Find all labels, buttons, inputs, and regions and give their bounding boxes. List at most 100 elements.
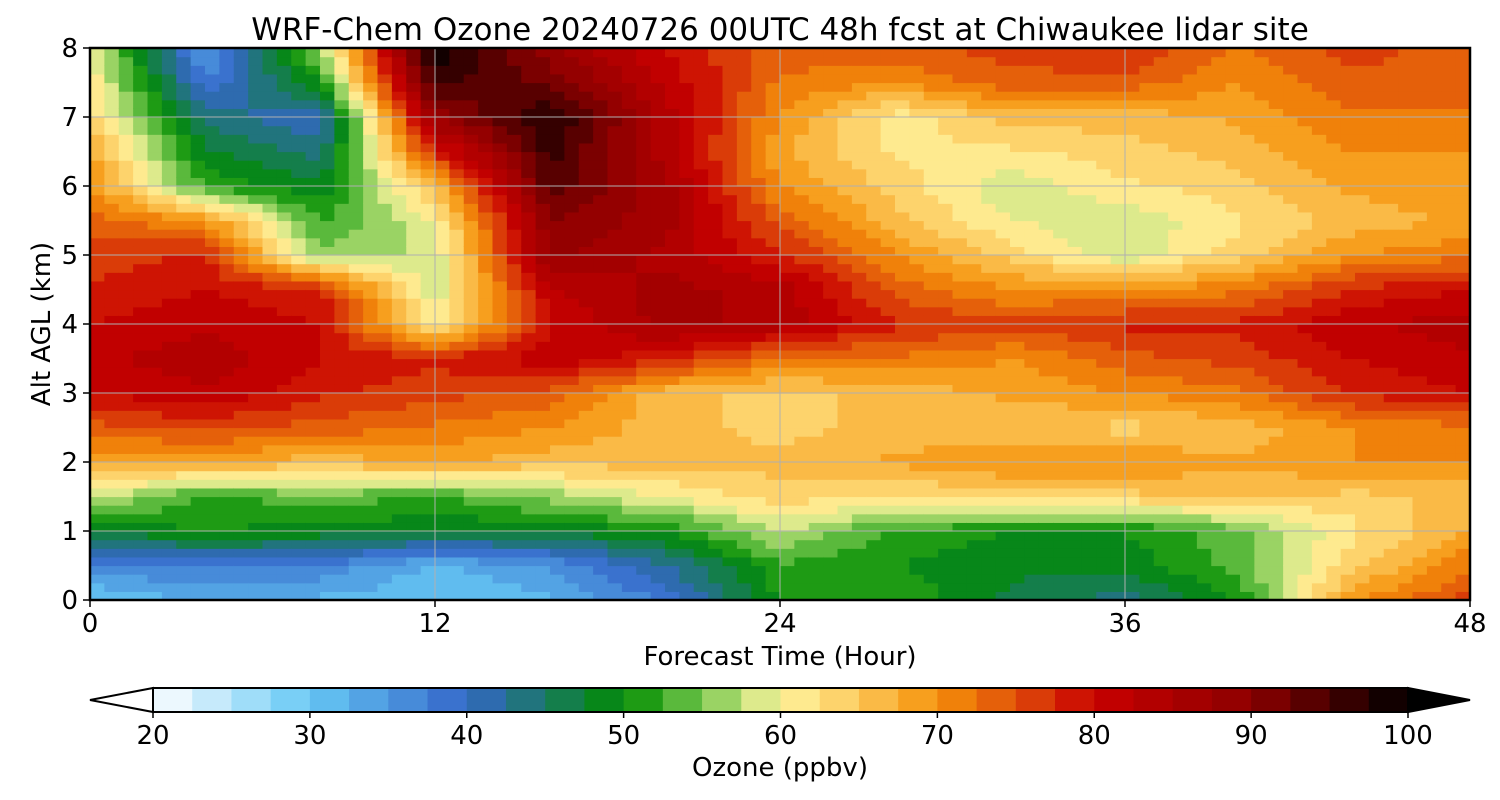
- heatmap-cell: [636, 272, 652, 282]
- heatmap-cell: [219, 56, 235, 66]
- heatmap-cell: [808, 401, 824, 411]
- heatmap-cell: [1139, 565, 1155, 575]
- heatmap-cell: [521, 487, 537, 498]
- heatmap-cell: [391, 117, 407, 127]
- heatmap-cell: [1125, 280, 1140, 291]
- heatmap-cell: [722, 160, 738, 170]
- heatmap-cell: [478, 479, 494, 489]
- heatmap-cell: [1110, 117, 1126, 127]
- heatmap-cell: [334, 117, 350, 127]
- heatmap-cell: [190, 151, 206, 161]
- heatmap-cell: [736, 134, 752, 144]
- heatmap-cell: [161, 255, 177, 265]
- heatmap-cell: [463, 453, 479, 463]
- heatmap-cell: [262, 263, 278, 273]
- heatmap-cell: [823, 65, 839, 75]
- heatmap-cell: [1024, 375, 1040, 385]
- heatmap-cell: [578, 117, 594, 127]
- heatmap-cell: [650, 280, 666, 291]
- heatmap-cell: [377, 341, 393, 351]
- heatmap-cell: [837, 168, 853, 178]
- heatmap-cell: [276, 99, 292, 109]
- heatmap-cell: [1067, 229, 1083, 239]
- heatmap-cell: [1010, 108, 1025, 118]
- heatmap-cell: [535, 539, 551, 549]
- heatmap-cell: [1038, 211, 1054, 222]
- heatmap-cell: [564, 99, 580, 109]
- heatmap-cell: [679, 117, 695, 127]
- heatmap-cell: [176, 65, 192, 75]
- heatmap-cell: [1096, 142, 1112, 153]
- heatmap-cell: [1153, 263, 1169, 273]
- heatmap-cell: [535, 56, 551, 66]
- heatmap-cell: [233, 358, 249, 368]
- heatmap-cell: [1139, 410, 1155, 420]
- heatmap-cell: [1211, 565, 1227, 575]
- heatmap-cell: [938, 574, 954, 584]
- heatmap-cell: [880, 582, 896, 592]
- heatmap-cell: [291, 220, 307, 230]
- heatmap-cell: [765, 220, 781, 230]
- heatmap-cell: [449, 48, 465, 58]
- heatmap-cell: [420, 332, 436, 342]
- heatmap-cell: [1125, 505, 1140, 515]
- heatmap-cell: [1053, 332, 1069, 342]
- heatmap-cell: [535, 505, 551, 515]
- heatmap-cell: [722, 280, 738, 291]
- heatmap-cell: [435, 194, 450, 204]
- heatmap-cell: [291, 151, 307, 161]
- heatmap-cell: [449, 496, 465, 506]
- heatmap-cell: [118, 582, 134, 592]
- heatmap-cell: [866, 427, 882, 437]
- heatmap-cell: [679, 393, 695, 403]
- heatmap-cell: [492, 453, 508, 463]
- heatmap-cell: [751, 298, 767, 308]
- heatmap-cell: [1125, 565, 1140, 575]
- heatmap-cell: [708, 332, 724, 342]
- heatmap-cell: [880, 99, 896, 109]
- heatmap-cell: [564, 73, 580, 84]
- heatmap-cell: [981, 220, 997, 230]
- heatmap-cell: [593, 255, 609, 265]
- heatmap-cell: [1024, 134, 1040, 144]
- heatmap-cell: [90, 168, 105, 178]
- heatmap-cell: [780, 125, 795, 135]
- heatmap-cell: [363, 125, 379, 135]
- heatmap-cell: [1125, 272, 1140, 282]
- heatmap-cell: [823, 462, 839, 472]
- heatmap-cell: [262, 177, 278, 187]
- heatmap-cell: [578, 65, 594, 75]
- heatmap-cell: [1024, 418, 1040, 429]
- heatmap-cell: [449, 418, 465, 429]
- heatmap-cell: [205, 246, 220, 256]
- heatmap-cell: [406, 349, 422, 360]
- heatmap-cell: [291, 522, 307, 532]
- heatmap-cell: [205, 186, 220, 196]
- heatmap-cell: [564, 453, 580, 463]
- heatmap-cell: [420, 582, 436, 592]
- heatmap-cell: [161, 220, 177, 230]
- heatmap-cell: [895, 401, 910, 411]
- heatmap-cell: [492, 194, 508, 204]
- heatmap-cell: [923, 56, 939, 66]
- heatmap-cell: [1067, 462, 1083, 472]
- heatmap-cell: [880, 479, 896, 489]
- heatmap-cell: [478, 531, 494, 541]
- heatmap-cell: [305, 246, 321, 256]
- heatmap-cell: [391, 134, 407, 144]
- heatmap-cell: [492, 522, 508, 532]
- heatmap-cell: [981, 487, 997, 498]
- heatmap-cell: [305, 496, 321, 506]
- heatmap-cell: [808, 582, 824, 592]
- heatmap-cell: [923, 263, 939, 273]
- heatmap-cell: [952, 427, 968, 437]
- heatmap-cell: [420, 401, 436, 411]
- heatmap-cell: [1139, 229, 1155, 239]
- heatmap-cell: [1010, 168, 1025, 178]
- heatmap-cell: [650, 151, 666, 161]
- heatmap-cell: [1053, 513, 1069, 523]
- heatmap-cell: [1110, 125, 1126, 135]
- heatmap-cell: [90, 375, 105, 385]
- heatmap-cell: [1067, 531, 1083, 541]
- heatmap-cell: [219, 125, 235, 135]
